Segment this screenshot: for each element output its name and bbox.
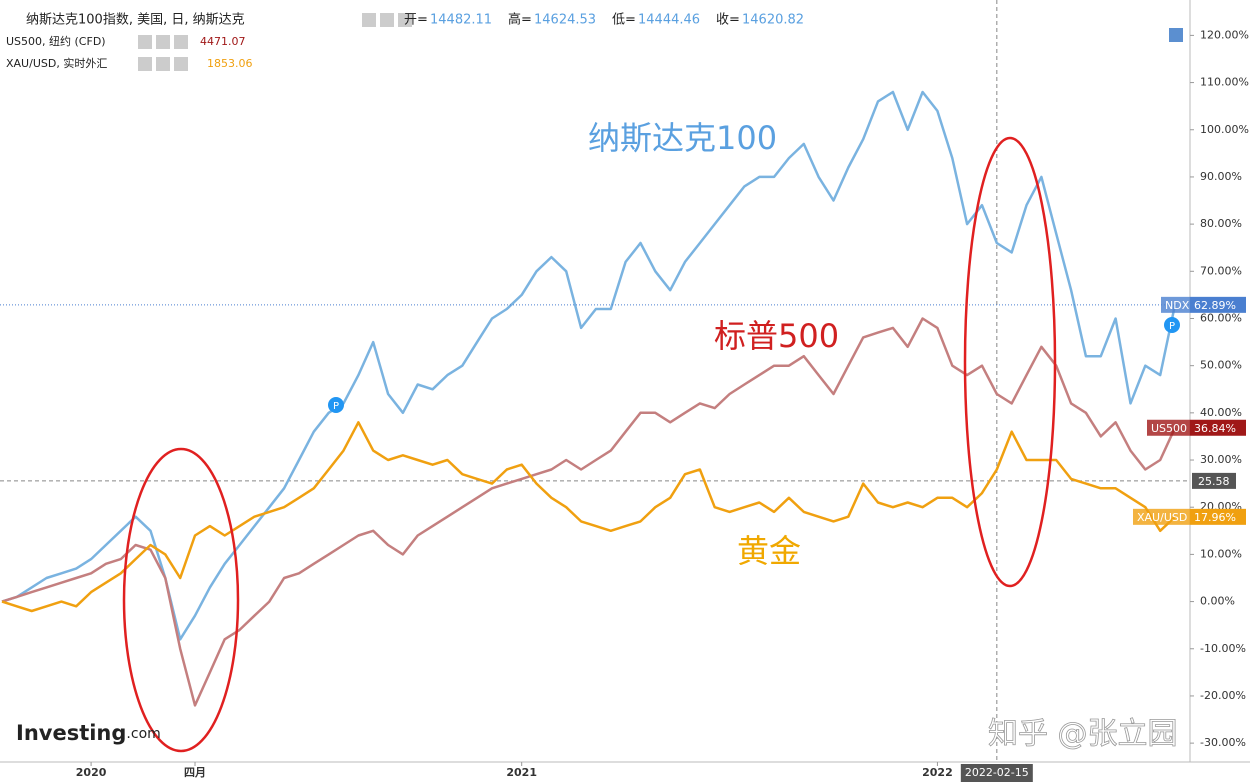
plot [0, 0, 1190, 762]
price-tag-box [1190, 419, 1246, 436]
logo-suffix: .com [126, 726, 160, 742]
x-tick-label: 2021 [506, 766, 537, 779]
highlight-ellipse [122, 447, 240, 753]
y-tick-label: 70.00% [1200, 264, 1242, 277]
legend-entry: XAU/USD, 实时外汇 [6, 56, 107, 70]
legend-entry: US500, 纽约 (CFD) [6, 34, 106, 48]
legend-button [174, 57, 188, 71]
series-line [1, 421, 1176, 613]
marker-icon [1164, 317, 1180, 333]
ohlc-label: 收= [716, 13, 740, 28]
marker-icon-text: P [333, 401, 339, 412]
y-tick-label: 80.00% [1200, 217, 1242, 230]
scale-button[interactable] [1169, 28, 1183, 42]
price-tag-value: 36.84% [1194, 422, 1236, 435]
y-tick-label: 30.00% [1200, 453, 1242, 466]
marker-icon-text: P [1169, 321, 1175, 332]
ohlc-value: 14444.46 [638, 13, 700, 28]
price-tag-name: NDX [1165, 299, 1190, 312]
x-tick-label: 四月 [184, 766, 206, 779]
y-tick-label: 0.00% [1200, 595, 1235, 608]
y-tick-label: -10.00% [1200, 642, 1246, 655]
price-tag-name-box [1161, 296, 1190, 313]
y-tick-label: -20.00% [1200, 689, 1246, 702]
price-tag-name-box [1133, 508, 1190, 525]
legend-button [174, 35, 188, 49]
legend-button [156, 57, 170, 71]
x-tick-label: 2022 [922, 766, 953, 779]
legend-button [138, 57, 152, 71]
price-tag-name: XAU/USD [1137, 511, 1187, 524]
ohlc-value: 14624.53 [534, 13, 596, 28]
y-tick-label: 10.00% [1200, 547, 1242, 560]
y-tick-label: 40.00% [1200, 406, 1242, 419]
logo-text: Investing [16, 721, 126, 745]
ohlc-label: 高= [508, 12, 532, 28]
y-tick-label: 100.00% [1200, 123, 1249, 136]
legend-button [156, 35, 170, 49]
annotation: 黄金 [737, 532, 801, 570]
legend: 纳斯达克100指数, 美国, 日, 纳斯达克 开= 14482.11 高= 14624.… [6, 12, 804, 71]
annotation: 纳斯达克100 [588, 119, 777, 157]
legend-price: 1853.06 [207, 57, 253, 70]
legend-entry: 纳斯达克100指数, 美国, 日, 纳斯达克 [26, 13, 245, 28]
crosshair-tag [1192, 472, 1236, 489]
price-tag-name-box [1147, 419, 1190, 436]
ohlc-label: 低= [612, 13, 636, 28]
y-tick-label: 110.00% [1200, 76, 1249, 89]
watermark: 知乎 @张立园 [988, 717, 1178, 752]
legend-price: 4471.07 [200, 35, 246, 48]
legend-button [362, 13, 376, 27]
y-tick-label: 60.00% [1200, 311, 1242, 324]
x-tick-label: 2020 [76, 766, 107, 779]
price-tag-box [1190, 296, 1246, 313]
ohlc-label: 开= [404, 13, 428, 28]
price-tag-value: 17.96% [1194, 511, 1236, 524]
y-tick-label: 120.00% [1200, 28, 1249, 41]
y-tick-label: 90.00% [1200, 170, 1242, 183]
series-line [1, 317, 1177, 707]
y-tick-label: -30.00% [1200, 736, 1246, 749]
logo: Investing.com [16, 721, 161, 745]
crosshair-tag-label: 25.58 [1198, 475, 1230, 488]
ohlc-value: 14482.11 [430, 13, 492, 28]
y-tick-label: 50.00% [1200, 359, 1242, 372]
highlight-ellipse [963, 136, 1057, 588]
price-tag-box [1190, 508, 1246, 525]
legend-button [398, 13, 412, 27]
annotation: 标普500 [714, 317, 839, 355]
marker-icon [328, 397, 344, 413]
price-tag-value: 62.89% [1194, 299, 1236, 312]
crosshair-x-tag [960, 764, 1033, 782]
legend-button [138, 35, 152, 49]
legend-button [380, 13, 394, 27]
price-tag-name: US500 [1151, 422, 1187, 435]
ohlc-value: 14620.82 [742, 13, 804, 28]
x-tick-label: 2022-02-15 [965, 766, 1029, 779]
series-line [1, 90, 1177, 641]
